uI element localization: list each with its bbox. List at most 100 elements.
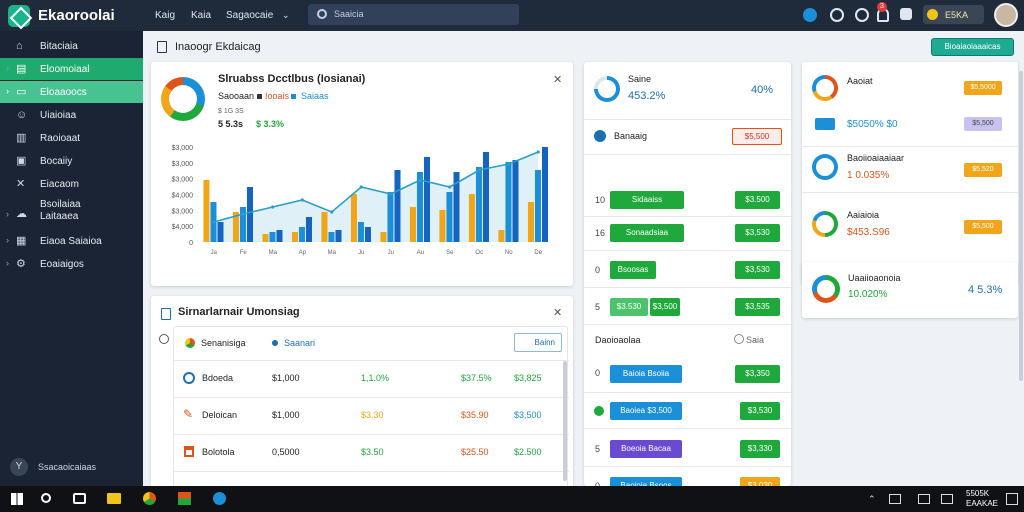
stats-amount[interactable]: $3.500: [735, 191, 780, 209]
folder-icon[interactable]: [107, 493, 121, 504]
network-icon[interactable]: [889, 494, 901, 504]
line-point: [389, 192, 393, 196]
y-tick-label: $3,000: [172, 177, 194, 184]
sidebar-item-6[interactable]: ▣ Bocaiiy: [0, 150, 143, 172]
kpi-badge[interactable]: $5,5000: [964, 81, 1002, 95]
stats-head-badge[interactable]: $5,500: [732, 128, 782, 145]
stats-pill[interactable]: Baoiea $3,500: [610, 402, 682, 420]
table-row[interactable]: ✎ Deloican $1,000 $3.30 $35.90 $3,500: [174, 398, 569, 434]
table-row[interactable]: Bdoeda $1,000 1,1.0% $37.5% $3,825: [174, 361, 569, 397]
sidebar-item-4[interactable]: ☺ Uiaioiaa: [0, 104, 143, 126]
stats-pill[interactable]: $3.530: [610, 298, 648, 316]
nav-item-2[interactable]: Kaia: [191, 10, 212, 21]
stats-amount[interactable]: $3,530: [735, 261, 780, 279]
stats-amount[interactable]: $3,350: [735, 365, 780, 383]
help-icon[interactable]: [830, 8, 844, 22]
search-input[interactable]: Saaicia: [308, 4, 519, 25]
gear-icon[interactable]: [734, 334, 744, 344]
sidebar-item-2[interactable]: › ▤ Eloomoiaal: [0, 58, 143, 80]
sidebar-item-9[interactable]: › ▦ Eiaoa Saiaioa: [0, 230, 143, 252]
y-tick-label: $3,000: [172, 161, 194, 168]
nav-item-3[interactable]: Sagaocaie: [226, 10, 274, 21]
sidebar-footer[interactable]: Ssacaoicaiaas: [38, 462, 97, 472]
stats-amount[interactable]: $3,530: [735, 224, 780, 242]
sidebar-item-label: Eloaaoocs: [40, 87, 87, 98]
filter-1[interactable]: Senanisiga: [201, 338, 246, 348]
avatar[interactable]: [994, 3, 1018, 27]
scrollbar[interactable]: [1019, 71, 1023, 381]
sidebar-item-5[interactable]: ▥ Raoioaat: [0, 127, 143, 149]
sidebar: ⌂ Bitaciaia › ▤ Eloomoiaal › ▭ Eloaaoocs…: [0, 31, 143, 486]
balance-chip[interactable]: E5KA: [923, 5, 984, 24]
kpi-badge[interactable]: $5,500: [964, 117, 1002, 131]
clock-time[interactable]: 5505K: [966, 489, 990, 498]
volume-icon[interactable]: [941, 494, 953, 504]
sidebar-item-3[interactable]: › ▭ Eloaaoocs: [0, 81, 143, 103]
stats-pill[interactable]: Baioia Bsoiia: [610, 365, 682, 383]
close-icon[interactable]: ✕: [553, 307, 563, 319]
bar: [232, 212, 239, 242]
donut-icon: [812, 211, 838, 237]
y-tick-label: 0: [189, 240, 193, 247]
summary-title: Sirnarlarnair Umonsiag: [178, 306, 300, 318]
stats-pill[interactable]: Boeoia Bacaa: [610, 440, 682, 458]
scrollbar[interactable]: [563, 361, 567, 481]
filter-2[interactable]: Saanari: [284, 338, 316, 348]
edge-icon[interactable]: [213, 492, 226, 505]
stats-pill-secondary[interactable]: $3,500: [650, 298, 680, 316]
notifications-icon[interactable]: [1006, 493, 1018, 505]
sidebar-item-7[interactable]: ✕ Eiacaom: [0, 173, 143, 195]
table-button[interactable]: Bainn: [514, 333, 562, 352]
table-row[interactable]: Bolotola 0,5000 $3.50 $25.50 $2.500: [174, 435, 569, 471]
logo-icon: [8, 5, 30, 27]
clock-icon[interactable]: [855, 8, 869, 22]
bar: [291, 232, 298, 242]
nav-item-1[interactable]: Kaig: [155, 10, 176, 21]
bar: [239, 207, 246, 242]
kpi-badge[interactable]: $5,520: [964, 163, 1002, 177]
search-icon[interactable]: [41, 493, 51, 503]
radio-icon[interactable]: [159, 334, 169, 344]
stats-pill[interactable]: Sidaaiss: [610, 191, 684, 209]
x-tick-label: Ma: [269, 250, 278, 256]
stats-title: Saine: [628, 74, 652, 84]
close-icon[interactable]: ✕: [553, 74, 563, 86]
stats-pill[interactable]: Sonaadsiaa: [610, 224, 684, 242]
kpi-badge[interactable]: $5,500: [964, 220, 1002, 234]
chart-icon: ▤: [16, 63, 27, 75]
chevron-up-icon[interactable]: ⌃: [868, 494, 876, 504]
clock-date[interactable]: EAAKAE: [966, 499, 999, 508]
line-point: [448, 185, 452, 189]
windows-start-icon[interactable]: [11, 493, 23, 505]
globe-icon[interactable]: [803, 8, 817, 22]
bar: [409, 207, 416, 242]
stats-amount[interactable]: $3,030: [740, 477, 780, 486]
line-point: [418, 178, 422, 182]
chevron-down-icon[interactable]: ⌄: [282, 10, 290, 20]
kpi-title: Aaoiat: [847, 76, 873, 86]
stats-pill[interactable]: Bsoosas: [610, 261, 656, 279]
sidebar-item-8[interactable]: › ☁ Bsoilaiaa Laitaaea: [0, 196, 143, 226]
sidebar-item-label: Eiaoa Saiaioa: [40, 236, 102, 247]
kpi-bottom-right: 4 5.3%: [968, 284, 1003, 296]
app-icon[interactable]: [178, 492, 191, 505]
top-action-button[interactable]: Bioaiaoiaaaicas: [931, 38, 1014, 56]
stats-amount[interactable]: $3,330: [740, 440, 780, 458]
bar: [498, 230, 505, 242]
sidebar-item-10[interactable]: › ⚙ Eoaiaigos: [0, 253, 143, 275]
x-tick-label: Ju: [388, 250, 394, 256]
stats-amount[interactable]: $3,535: [735, 298, 780, 316]
account-icon[interactable]: Y: [10, 458, 28, 476]
chat-icon[interactable]: [900, 8, 912, 20]
bar: [541, 147, 548, 242]
task-view-icon[interactable]: [73, 493, 86, 504]
x-tick-label: Ja: [211, 250, 218, 256]
stats-amount[interactable]: $3,530: [740, 402, 780, 420]
browser-icon[interactable]: [143, 492, 156, 505]
legend-2: Iooais: [265, 91, 290, 101]
folder-icon: ▭: [16, 86, 27, 98]
row-v2: 1,1.0%: [361, 373, 390, 383]
sidebar-item-1[interactable]: ⌂ Bitaciaia: [0, 35, 143, 57]
display-icon[interactable]: [918, 494, 930, 504]
stats-pill[interactable]: Baoioia Bsoos: [610, 477, 682, 486]
